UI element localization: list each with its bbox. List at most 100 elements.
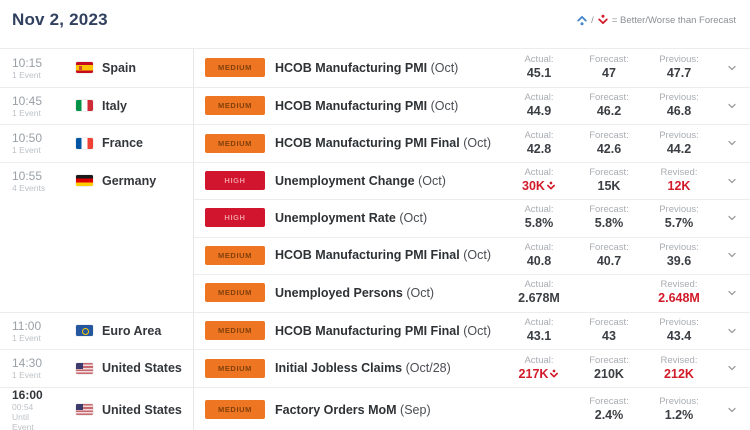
expand-cell — [714, 405, 750, 415]
previous-slot: Previous: 47.7 — [644, 54, 714, 81]
event-row[interactable]: 10:45 1 Event Italy MEDIUM HCOB Manufact… — [0, 86, 750, 125]
value-text: 2.4% — [594, 408, 624, 422]
chevron-down-icon[interactable] — [727, 288, 737, 298]
value-text: 5.8% — [594, 216, 624, 231]
expand-cell — [714, 63, 750, 73]
importance-cell: MEDIUM — [193, 133, 275, 153]
values-cell: Actual: 2.678M Revised: 2.648M — [504, 279, 714, 306]
value-text: 5.7% — [664, 216, 694, 231]
country-cell: United States — [62, 403, 193, 417]
event-period: (Oct) — [463, 136, 491, 151]
event-time: 11:00 — [12, 318, 42, 333]
chevron-down-icon[interactable] — [727, 101, 737, 111]
expand-cell — [714, 326, 750, 336]
values-cell: Actual: 43.1 Forecast: 43 Previous: 43.4 — [504, 317, 714, 344]
values-cell: Actual: 45.1 Forecast: 47 Previous: 47.7 — [504, 54, 714, 81]
expand-cell — [714, 213, 750, 223]
event-period: (Oct) — [463, 248, 491, 263]
chevron-down-icon[interactable] — [727, 138, 737, 148]
chevron-down-icon[interactable] — [727, 405, 737, 415]
event-cell: HCOB Manufacturing PMI (Oct) — [275, 61, 504, 75]
event-time: 10:55 — [12, 168, 43, 183]
value-label: Forecast: — [589, 167, 629, 179]
value-text: 1.2% — [664, 408, 694, 422]
time-sub-label: Until — [12, 411, 30, 422]
country-name: Italy — [102, 98, 128, 113]
importance-badge: MEDIUM — [205, 245, 265, 265]
chevron-down-icon[interactable] — [727, 213, 737, 223]
event-row[interactable]: HIGH Unemployment Rate (Oct) Actual: 5.8… — [0, 199, 750, 237]
values-cell: Actual: 5.8% Forecast: 5.8% Previous: 5.… — [504, 204, 714, 231]
value-text: 210K — [594, 366, 624, 381]
importance-badge: MEDIUM — [205, 283, 265, 303]
value-text: 47 — [602, 66, 616, 81]
previous-slot: Previous: 46.8 — [644, 92, 714, 119]
value-text: 2.648M — [658, 291, 700, 306]
value-label: Previous: — [659, 317, 699, 329]
event-row[interactable]: 10:50 1 Event France MEDIUM HCOB Manufac… — [0, 124, 750, 162]
chevron-down-icon[interactable] — [727, 250, 737, 260]
event-period: (Sep) — [400, 402, 431, 417]
importance-cell: MEDIUM — [193, 96, 275, 116]
country-name: Spain — [102, 60, 137, 75]
actual-slot: Actual: 44.9 — [504, 92, 574, 119]
event-cell: Unemployment Rate (Oct) — [275, 211, 504, 225]
event-name: Initial Jobless Claims — [275, 361, 403, 376]
event-row[interactable]: 16:00 00:54 Until Event United States MEDI… — [0, 386, 750, 430]
value-label: Actual: — [524, 54, 554, 66]
time-cell: 14:30 1 Event — [0, 356, 62, 380]
forecast-legend: / = Better/Worse than Forecast — [576, 10, 736, 26]
importance-badge: MEDIUM — [205, 58, 265, 78]
value-label: Forecast: — [589, 92, 629, 104]
forecast-slot: Forecast: 40.7 — [574, 242, 644, 269]
event-row[interactable]: MEDIUM HCOB Manufacturing PMI Final (Oct… — [0, 236, 750, 275]
values-cell: Actual: 40.8 Forecast: 40.7 Previous: 39… — [504, 242, 714, 269]
flag-us-icon — [76, 362, 93, 374]
value-text: 40.8 — [526, 253, 552, 268]
values-cell: Actual: 217K Forecast: 210K Revised: 212… — [504, 355, 714, 382]
event-cell: Factory Orders MoM (Sep) — [275, 403, 504, 417]
forecast-slot: Forecast: 43 — [574, 317, 644, 344]
chevron-down-icon[interactable] — [727, 63, 737, 73]
legend-separator: / — [591, 14, 594, 26]
value-label: Revised: — [660, 167, 698, 179]
actual-slot: Actual: 40.8 — [504, 242, 574, 269]
event-period: (Oct/28) — [405, 361, 451, 376]
importance-cell: MEDIUM — [193, 245, 275, 265]
actual-slot: Actual: 2.678M — [504, 279, 574, 306]
importance-badge: MEDIUM — [205, 96, 265, 116]
previous-slot: Revised: 12K — [644, 167, 714, 194]
time-sub-label: 4 Events — [12, 182, 46, 193]
previous-slot: Previous: 44.2 — [644, 130, 714, 157]
event-period: (Oct) — [399, 210, 428, 225]
chevron-down-icon[interactable] — [727, 326, 737, 336]
importance-badge: HIGH — [205, 208, 265, 228]
event-row[interactable]: 11:00 1 Event Euro Area MEDIUM HCOB Manu… — [0, 311, 750, 350]
time-sub-label: Event — [12, 421, 34, 430]
value-text: 42.8 — [526, 141, 552, 156]
event-row[interactable]: MEDIUM Unemployed Persons (Oct) Actual: … — [0, 274, 750, 312]
value-text: 15K — [597, 179, 621, 194]
time-sub-label: 1 Event — [12, 370, 41, 381]
time-cell: 10:15 1 Event — [0, 56, 62, 80]
worse-than-forecast-icon — [598, 14, 608, 24]
chevron-down-icon[interactable] — [727, 176, 737, 186]
event-row[interactable]: 10:55 4 Events Germany HIGH Unemployment… — [0, 161, 750, 200]
expand-cell — [714, 138, 750, 148]
values-cell: Forecast: 2.4% Previous: 1.2% — [504, 396, 714, 423]
chevron-down-icon[interactable] — [727, 363, 737, 373]
value-text: 43.4 — [666, 329, 692, 344]
better-than-forecast-icon — [577, 15, 587, 26]
event-row[interactable]: 14:30 1 Event United States MEDIUM Initi… — [0, 349, 750, 387]
worse-arrow-icon — [546, 181, 555, 190]
country-cell: Germany — [62, 174, 193, 188]
time-sub-label: 00:54 — [12, 401, 34, 412]
value-label: Forecast: — [589, 396, 629, 407]
event-row[interactable]: 10:15 1 Event Spain MEDIUM HCOB Manufact… — [0, 49, 750, 87]
event-time: 16:00 — [12, 387, 43, 402]
event-time: 10:15 — [12, 55, 43, 70]
value-text: 43.1 — [526, 329, 552, 344]
importance-badge: HIGH — [205, 171, 265, 191]
importance-badge: MEDIUM — [205, 358, 265, 378]
